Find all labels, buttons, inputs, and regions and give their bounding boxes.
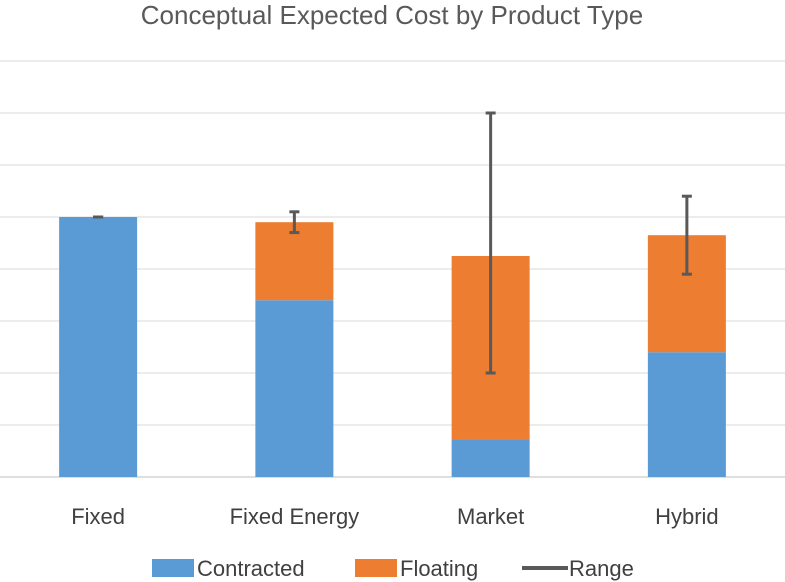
bars: [59, 217, 726, 477]
category-label: Market: [457, 504, 524, 529]
bar-contracted-hybrid: [647, 352, 726, 477]
legend-item-range: Range: [522, 556, 634, 581]
bar-contracted-fixed-energy: [255, 300, 334, 477]
category-labels: Fixed Fixed Energy Market Hybrid: [71, 504, 718, 529]
legend-swatch: [152, 559, 194, 577]
bar-contracted-fixed: [59, 217, 138, 477]
legend-item-floating: Floating: [355, 556, 478, 581]
category-label: Fixed: [71, 504, 125, 529]
legend-swatch: [355, 559, 397, 577]
legend-label: Range: [569, 556, 634, 581]
category-label: Hybrid: [655, 504, 719, 529]
chart-title: Conceptual Expected Cost by Product Type: [141, 0, 643, 30]
range-bar-market: [485, 111, 496, 375]
legend: Contracted Floating Range: [152, 556, 634, 581]
range-bars: [93, 111, 692, 375]
legend-item-contracted: Contracted: [152, 556, 305, 581]
legend-label: Contracted: [197, 556, 305, 581]
bar-contracted-market: [451, 439, 530, 477]
range-bar-fixed-energy: [289, 210, 300, 235]
legend-label: Floating: [400, 556, 478, 581]
category-label: Fixed Energy: [230, 504, 360, 529]
bar-floating-fixed-energy: [255, 222, 334, 301]
range-bar-hybrid: [681, 194, 692, 276]
